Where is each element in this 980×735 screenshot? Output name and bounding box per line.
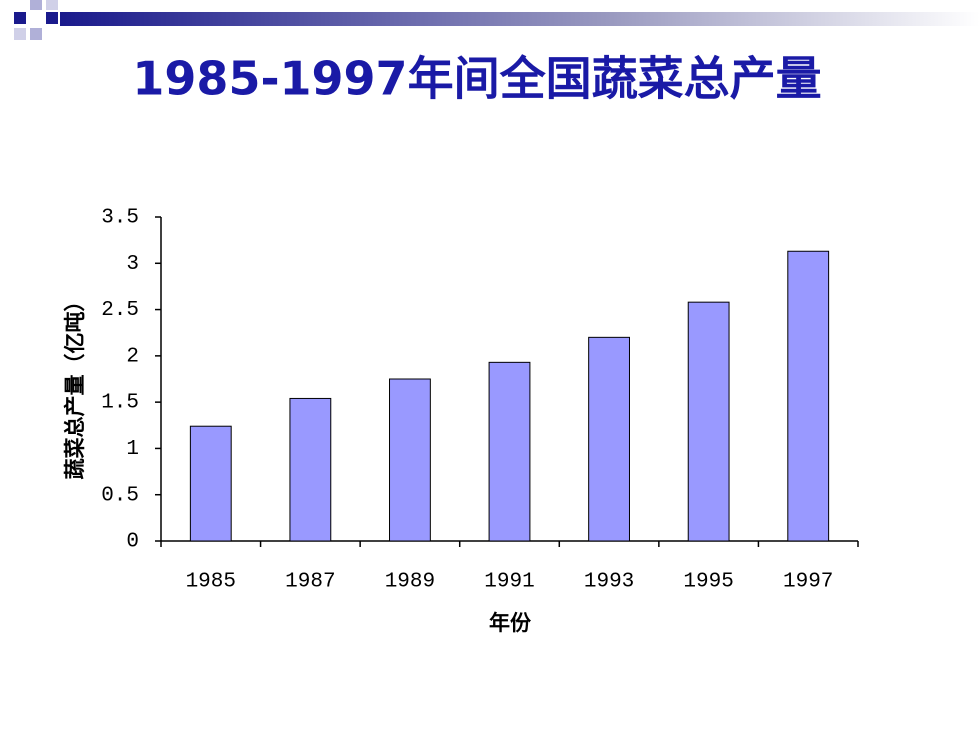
y-tick-label: 0.5: [101, 484, 139, 507]
x-tick-label: 1991: [484, 571, 534, 594]
bar: [488, 361, 531, 542]
x-axis-title: 年份: [489, 611, 532, 635]
header-bar: [60, 12, 980, 26]
chart-title: 1985-1997年间全国蔬菜总产量: [132, 52, 821, 106]
bar: [189, 425, 232, 542]
y-tick-label: 0: [126, 531, 139, 554]
bar: [289, 397, 332, 542]
y-tick-label: 3.5: [101, 207, 139, 230]
header-square: [46, 0, 58, 10]
header-square: [30, 0, 42, 10]
x-tick-label: 1995: [683, 571, 733, 594]
y-tick-label: 1.5: [101, 392, 139, 415]
header-square: [30, 28, 42, 40]
x-tick-label: 1993: [584, 571, 634, 594]
y-tick-label: 3: [126, 253, 139, 276]
x-tick-label: 1987: [285, 571, 335, 594]
x-tick-label: 1997: [783, 571, 833, 594]
bar: [687, 301, 730, 542]
header-square: [14, 28, 26, 40]
bar: [588, 336, 630, 542]
header-square: [14, 12, 26, 24]
y-tick-label: 2: [126, 345, 139, 368]
y-axis-title: 蔬菜总产量（亿吨）: [63, 291, 87, 480]
x-tick-label: 1989: [385, 571, 435, 594]
x-tick-label: 1985: [186, 571, 236, 594]
y-tick-label: 2.5: [101, 299, 139, 322]
header-square: [46, 12, 58, 24]
bar: [787, 250, 830, 542]
y-tick-label: 1: [126, 438, 139, 461]
bar: [389, 378, 431, 542]
